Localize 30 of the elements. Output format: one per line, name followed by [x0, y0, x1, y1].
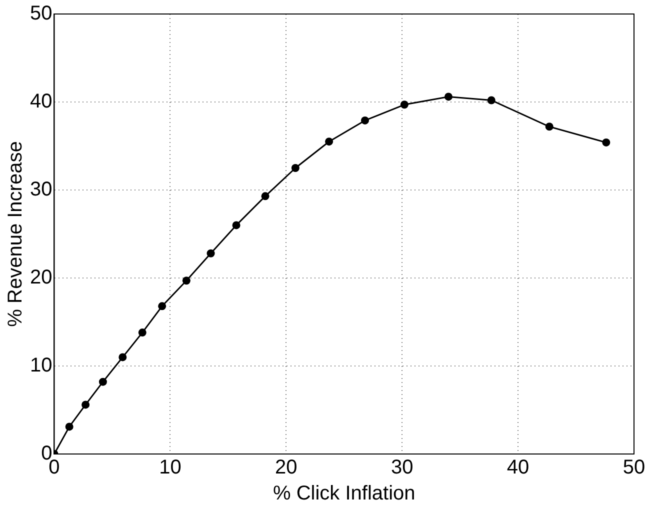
point	[182, 276, 190, 285]
y-tick-label: 40	[30, 90, 52, 113]
x-axis-title: % Click Inflation	[272, 482, 416, 505]
point	[360, 116, 369, 124]
point	[487, 96, 496, 104]
x-tick-label: 30	[390, 456, 414, 479]
point	[118, 353, 127, 362]
point	[206, 249, 215, 258]
point	[444, 92, 452, 101]
point	[261, 192, 270, 200]
point	[325, 138, 334, 146]
point	[82, 400, 90, 409]
point	[65, 422, 74, 431]
y-tick-label: 30	[30, 178, 52, 201]
point	[291, 164, 300, 172]
point	[138, 328, 146, 337]
point	[602, 138, 610, 146]
x-tick-label: 20	[275, 456, 298, 479]
point	[232, 221, 240, 230]
y-tick-label: 10	[30, 354, 52, 377]
x-tick-label: 10	[159, 456, 182, 479]
point	[98, 378, 107, 386]
point	[158, 302, 166, 310]
y-tick-label: 20	[30, 266, 52, 289]
x-tick-label: 50	[622, 456, 646, 479]
x-tick-label: 40	[506, 456, 530, 479]
y-tick-label: 50	[30, 2, 52, 25]
y-axis-title: % Revenue Increase	[4, 141, 27, 327]
point	[545, 122, 554, 131]
point	[400, 100, 408, 109]
